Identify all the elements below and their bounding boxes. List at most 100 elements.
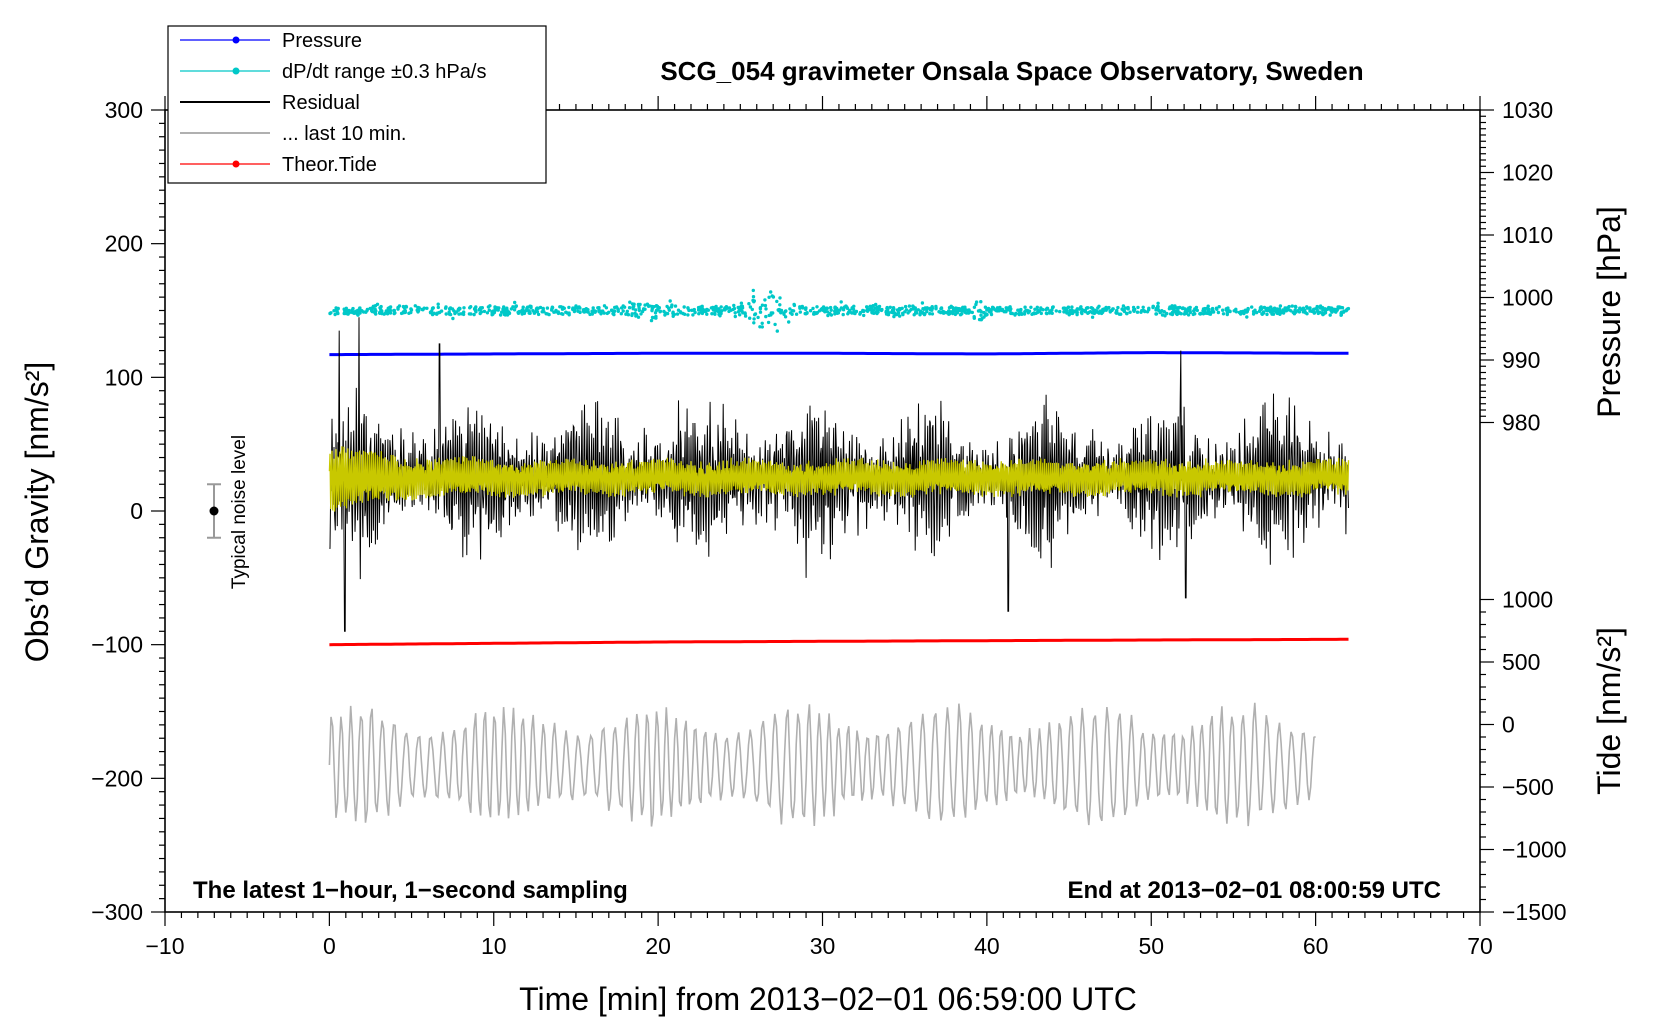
dpdt-point	[989, 308, 993, 312]
dpdt-point	[811, 306, 815, 311]
dpdt-point	[898, 307, 903, 311]
dpdt-point	[790, 309, 794, 313]
dpdt-point	[758, 307, 763, 311]
noise-dot	[209, 506, 219, 516]
dpdt-point	[1259, 305, 1263, 309]
dpdt-point	[622, 305, 627, 309]
dpdt-point	[1237, 310, 1242, 315]
dpdt-point	[738, 306, 742, 310]
dpdt-point	[1020, 312, 1024, 316]
dpdt-point	[458, 306, 462, 311]
dpdt-point	[1160, 313, 1165, 317]
dpdt-point	[1079, 310, 1084, 315]
dpdt-point	[572, 308, 577, 313]
dpdt-point	[925, 309, 929, 314]
dpdt-point	[1330, 310, 1334, 314]
dpdt-point	[586, 310, 590, 314]
dpdt-point	[616, 309, 620, 313]
y-tick-label: −300	[91, 899, 143, 925]
dpdt-point	[980, 316, 984, 321]
y-tick-label: −100	[91, 632, 143, 658]
dpdt-point	[718, 311, 723, 315]
dpdt-point	[1308, 306, 1312, 310]
x-tick-label: 40	[974, 933, 1000, 959]
dpdt-point	[1024, 308, 1028, 313]
dpdt-point	[766, 320, 771, 325]
dpdt-point	[1121, 304, 1126, 308]
dpdt-point	[425, 306, 429, 310]
dpdt-point	[920, 301, 925, 305]
dpdt-point	[513, 300, 517, 305]
dpdt-point	[718, 314, 722, 318]
dpdt-point	[512, 308, 517, 312]
dpdt-point	[1250, 305, 1254, 309]
dpdt-point	[982, 311, 986, 315]
dpdt-point	[928, 312, 932, 316]
dpdt-point	[500, 310, 504, 314]
dpdt-point	[751, 295, 756, 299]
dpdt-point	[713, 312, 717, 316]
dpdt-point	[1108, 310, 1113, 314]
dpdt-point	[951, 311, 955, 316]
dpdt-point	[671, 313, 676, 317]
dpdt-point	[503, 313, 507, 317]
dpdt-point	[916, 308, 920, 312]
chart-title: SCG_054 gravimeter Onsala Space Observat…	[660, 56, 1363, 86]
dpdt-point	[1047, 311, 1052, 315]
dpdt-point	[1031, 312, 1035, 316]
dpdt-point	[845, 306, 850, 311]
dpdt-point	[993, 308, 997, 312]
dpdt-point	[828, 305, 833, 310]
x-tick-label: 50	[1138, 933, 1164, 959]
dpdt-point	[953, 312, 958, 317]
dpdt-point	[328, 311, 332, 316]
dpdt-point	[1329, 306, 1333, 310]
dpdt-point	[416, 305, 420, 310]
dpdt-point	[673, 304, 678, 308]
dpdt-point	[979, 300, 983, 304]
dpdt-point	[921, 311, 925, 315]
dpdt-point	[559, 312, 564, 316]
dpdt-point	[371, 306, 375, 310]
dpdt-point	[1328, 313, 1332, 317]
dpdt-point	[792, 303, 797, 308]
dpdt-point	[1195, 308, 1200, 313]
dpdt-point	[375, 302, 380, 306]
dpdt-point	[1289, 309, 1293, 313]
dpdt-point	[862, 313, 866, 318]
dpdt-point	[457, 312, 461, 316]
dpdt-point	[1285, 306, 1290, 310]
y-tick-label: 200	[105, 231, 143, 257]
dpdt-point	[578, 310, 582, 315]
dpdt-point	[556, 310, 560, 314]
dpdt-point	[770, 294, 774, 298]
dpdt-point	[714, 306, 719, 311]
dpdt-point	[461, 312, 466, 317]
dpdt-point	[435, 312, 439, 316]
dpdt-point	[775, 329, 779, 333]
dpdt-point	[473, 308, 478, 313]
dpdt-point	[1260, 312, 1265, 316]
dpdt-point	[650, 308, 654, 313]
dpdt-point	[544, 312, 548, 316]
dpdt-point	[812, 311, 816, 315]
dpdt-point	[1325, 307, 1329, 312]
dpdt-point	[753, 312, 758, 316]
dpdt-point	[609, 308, 614, 312]
dpdt-point	[898, 314, 902, 318]
dpdt-point	[960, 312, 964, 316]
dpdt-point	[1232, 309, 1236, 313]
dpdt-point	[493, 305, 498, 310]
dpdt-point	[396, 305, 400, 310]
dpdt-point	[808, 309, 813, 313]
dpdt-point	[1027, 309, 1032, 313]
end-time-note: End at 2013−02−01 08:00:59 UTC	[1067, 877, 1441, 904]
dpdt-point	[1102, 307, 1107, 311]
dpdt-point	[1159, 309, 1164, 313]
pressure-tick-label: 1020	[1502, 160, 1553, 186]
dpdt-point	[773, 322, 777, 327]
dpdt-point	[634, 308, 638, 312]
dpdt-point	[632, 302, 636, 306]
dpdt-point	[909, 307, 913, 312]
dpdt-point	[401, 304, 406, 309]
